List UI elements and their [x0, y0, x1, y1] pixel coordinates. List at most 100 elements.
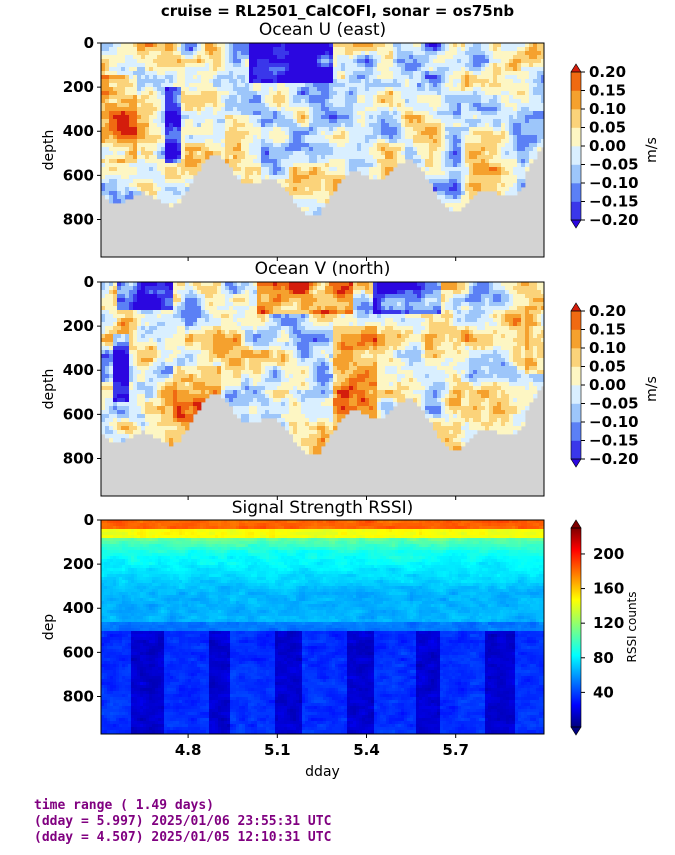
velocity-cell	[177, 334, 182, 339]
velocity-cell	[273, 151, 278, 156]
velocity-cell	[465, 159, 470, 164]
velocity-cell	[229, 59, 234, 64]
velocity-cell	[537, 139, 542, 144]
velocity-cell	[105, 282, 110, 287]
velocity-cell	[149, 127, 154, 132]
velocity-cell	[501, 103, 506, 108]
velocity-cell	[273, 47, 278, 52]
velocity-cell	[105, 139, 110, 144]
velocity-cell	[169, 59, 174, 64]
velocity-cell	[205, 131, 210, 136]
velocity-cell	[373, 67, 378, 72]
velocity-cell	[185, 282, 190, 287]
velocity-cell	[345, 111, 350, 116]
velocity-cell	[409, 143, 414, 148]
velocity-cell	[305, 151, 310, 156]
velocity-cell	[177, 374, 182, 379]
velocity-cell	[181, 63, 186, 68]
velocity-cell	[169, 131, 174, 136]
velocity-cell	[525, 83, 530, 88]
velocity-cell	[161, 366, 166, 371]
velocity-cell	[473, 187, 478, 192]
velocity-cell	[425, 83, 430, 88]
velocity-cell	[413, 67, 418, 72]
velocity-cell	[165, 414, 170, 419]
velocity-cell	[501, 51, 506, 56]
velocity-cell	[121, 330, 126, 335]
velocity-cell	[521, 47, 526, 52]
velocity-cell	[461, 123, 466, 128]
velocity-cell	[309, 127, 314, 132]
velocity-cell	[373, 175, 378, 180]
velocity-cell	[473, 139, 478, 144]
velocity-cell	[473, 99, 478, 104]
velocity-cell	[277, 159, 282, 164]
velocity-cell	[229, 151, 234, 156]
velocity-cell	[133, 418, 138, 423]
velocity-cell	[397, 119, 402, 124]
velocity-cell	[369, 147, 374, 152]
velocity-cell	[301, 59, 306, 64]
velocity-cell	[189, 75, 194, 80]
velocity-cell	[525, 151, 530, 156]
velocity-cell	[133, 107, 138, 112]
velocity-cell	[165, 159, 170, 164]
velocity-cell	[165, 71, 170, 76]
velocity-cell	[341, 111, 346, 116]
velocity-cell	[389, 83, 394, 88]
velocity-cell	[413, 115, 418, 120]
velocity-cell	[373, 99, 378, 104]
velocity-cell	[361, 67, 366, 72]
velocity-cell	[161, 183, 166, 188]
velocity-cell	[317, 207, 322, 212]
velocity-cell	[277, 139, 282, 144]
velocity-cell	[521, 119, 526, 124]
velocity-cell	[449, 131, 454, 136]
velocity-cell	[125, 159, 130, 164]
velocity-cell	[345, 107, 350, 112]
velocity-cell	[121, 386, 126, 391]
velocity-cell	[301, 179, 306, 184]
velocity-cell	[405, 127, 410, 132]
velocity-cell	[149, 282, 154, 287]
velocity-cell	[177, 119, 182, 124]
velocity-cell	[169, 83, 174, 88]
velocity-cell	[541, 71, 544, 76]
velocity-cell	[105, 63, 110, 68]
velocity-cell	[189, 298, 194, 303]
velocity-cell	[513, 111, 518, 116]
velocity-cell	[121, 119, 126, 124]
velocity-cell	[529, 63, 534, 68]
velocity-cell	[161, 103, 166, 108]
velocity-cell	[253, 103, 258, 108]
velocity-cell	[445, 163, 450, 168]
velocity-cell	[193, 139, 198, 144]
velocity-cell	[249, 139, 254, 144]
velocity-cell	[137, 111, 142, 116]
velocity-cell	[205, 143, 210, 148]
velocity-cell	[529, 99, 534, 104]
velocity-cell	[385, 147, 390, 152]
velocity-cell	[125, 95, 130, 100]
velocity-cell	[533, 91, 538, 96]
velocity-cell	[461, 99, 466, 104]
velocity-cell	[449, 83, 454, 88]
velocity-cell	[117, 139, 122, 144]
velocity-cell	[461, 91, 466, 96]
velocity-cell	[113, 139, 118, 144]
velocity-cell	[173, 155, 178, 160]
velocity-cell	[433, 63, 438, 68]
velocity-cell	[397, 135, 402, 140]
velocity-cell	[161, 330, 166, 335]
velocity-cell	[393, 95, 398, 100]
velocity-cell	[537, 51, 542, 56]
velocity-cell	[305, 67, 310, 72]
velocity-cell	[449, 71, 454, 76]
velocity-cell	[209, 147, 214, 152]
velocity-cell	[117, 342, 122, 347]
velocity-cell	[317, 47, 322, 52]
velocity-cell	[501, 71, 506, 76]
velocity-cell	[109, 91, 114, 96]
velocity-cell	[153, 390, 158, 395]
